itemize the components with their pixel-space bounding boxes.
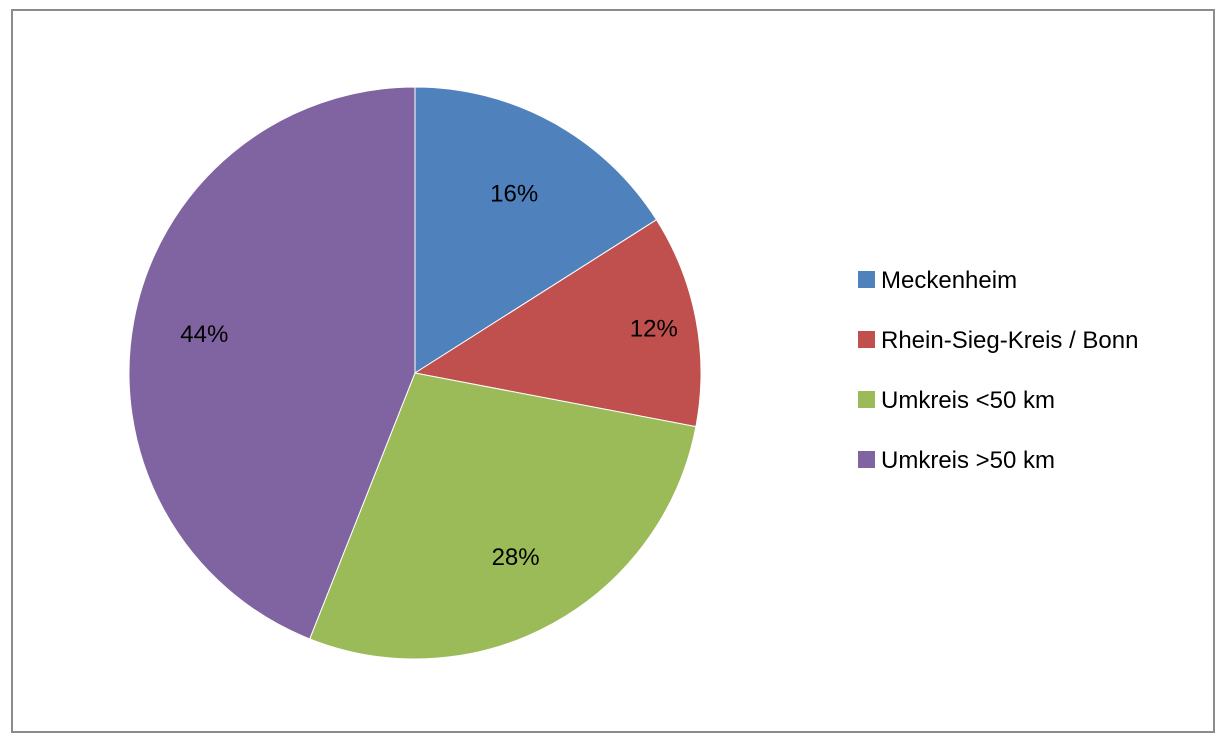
- legend-label-umkreis-50-km: Umkreis >50 km: [881, 447, 1055, 474]
- legend-swatch-umkreis-50-km: [858, 391, 875, 408]
- data-label-umkreis-50-km: 44%: [180, 321, 228, 348]
- legend-swatch-meckenheim: [858, 271, 875, 288]
- data-labels: 16% 12% 28% 44%: [180, 181, 678, 571]
- data-label-rhein-sieg-kreis-bonn: 12%: [630, 315, 678, 342]
- pie-slice-umkreis-50-km: [309, 372, 697, 660]
- legend-label-rhein-sieg-kreis-bonn: Rhein-Sieg-Kreis / Bonn: [881, 327, 1138, 354]
- pie-slice-rhein-sieg-kreis-bonn: [413, 219, 702, 428]
- pie-slices: [128, 86, 702, 660]
- legend-swatch-rhein-sieg-kreis-bonn: [858, 331, 875, 348]
- legend-label-meckenheim: Meckenheim: [881, 267, 1017, 294]
- data-label-umkreis-50-km: 28%: [492, 544, 540, 571]
- pie-slice-umkreis-50-km: [128, 86, 416, 640]
- legend-label-umkreis-50-km: Umkreis <50 km: [881, 387, 1055, 414]
- legend: Meckenheim Rhein-Sieg-Kreis / Bonn Umkreis…: [858, 267, 1138, 474]
- pie-slice-meckenheim: [414, 86, 658, 374]
- legend-swatch-umkreis-50-km: [858, 451, 875, 468]
- data-label-meckenheim: 16%: [490, 181, 538, 208]
